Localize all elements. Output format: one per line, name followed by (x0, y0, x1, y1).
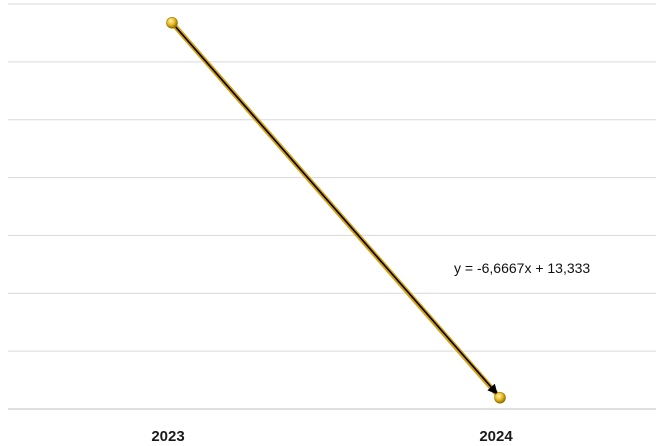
x-axis-ticks: 2023 2024 (151, 428, 513, 445)
trendline (171, 22, 498, 395)
gridlines (8, 3, 656, 410)
x-tick-label-2023: 2023 (151, 428, 184, 445)
x-tick-label-2024: 2024 (479, 428, 513, 445)
trendline-layer (171, 22, 498, 395)
points-layer (166, 16, 506, 404)
data-point-2024 (494, 391, 506, 404)
data-point-2023 (166, 16, 178, 29)
trendline-equation: y = -6,6667x + 13,333 (454, 260, 590, 276)
